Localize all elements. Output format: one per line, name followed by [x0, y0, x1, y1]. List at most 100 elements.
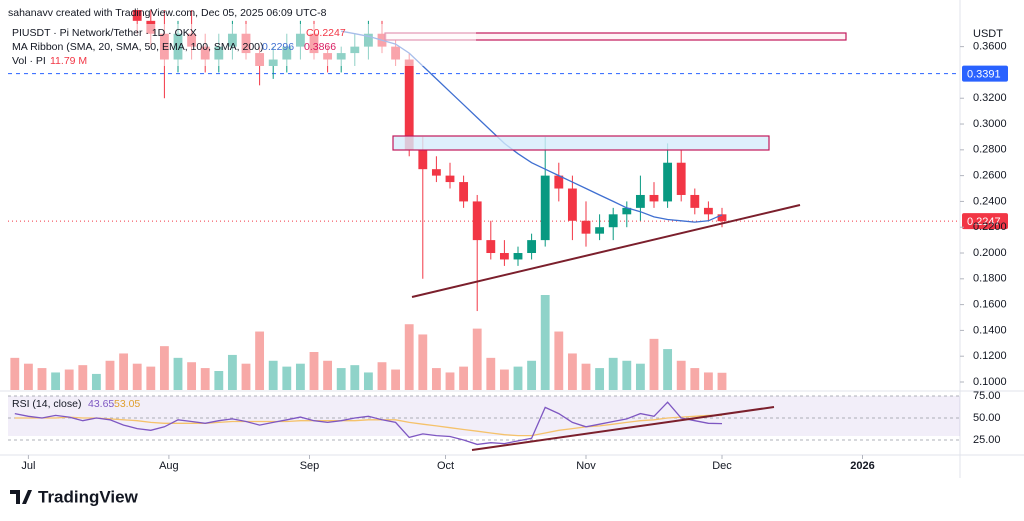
y-tick-label: 0.3200: [973, 92, 1007, 104]
volume-bar: [132, 363, 142, 390]
volume-bar: [214, 371, 224, 390]
x-tick-label: Aug: [159, 460, 179, 472]
x-tick-label: Sep: [300, 460, 320, 472]
candle-body: [635, 194, 645, 208]
volume-bar: [200, 368, 210, 390]
volume-bar: [527, 360, 537, 390]
volume-bar: [554, 331, 564, 390]
volume-legend: Vol · PI: [12, 55, 46, 67]
x-tick-label: Oct: [437, 460, 454, 472]
volume-bar: [717, 372, 727, 390]
y-tick-label: 75.00: [973, 390, 1001, 402]
volume-bar: [323, 360, 333, 390]
candle-body: [486, 240, 496, 254]
volume-bar: [23, 363, 33, 390]
volume-bar: [37, 368, 47, 390]
resistance-zone: [392, 135, 770, 151]
header: sahanavv created with TradingView.com, D…: [8, 7, 327, 19]
volume-bar: [227, 354, 237, 390]
volume-bar: [377, 362, 387, 390]
candle-body: [445, 175, 455, 183]
volume-bar: [404, 324, 414, 390]
volume-bar: [105, 360, 115, 390]
y-tick-label: 25.00: [973, 434, 1001, 446]
volume-bar: [499, 369, 509, 390]
price-label: 0.3391: [967, 68, 1001, 80]
rsi-ma-line: [14, 414, 723, 437]
trendline: [411, 204, 801, 298]
price-label-bg: [962, 213, 1008, 230]
volume-bar: [78, 365, 88, 390]
volume-bar: [282, 366, 292, 390]
y-tick-label: 0.2600: [973, 170, 1007, 182]
candle-body: [554, 175, 564, 189]
volume-bar: [595, 368, 605, 390]
volume-bar: [418, 334, 428, 390]
volume-bar: [622, 360, 632, 390]
y-tick-label: 0.3000: [973, 118, 1007, 130]
price-pane: [8, 10, 960, 390]
candle-body: [404, 59, 414, 150]
rsi-pane: [8, 395, 960, 446]
y-tick-label: 0.3600: [973, 41, 1007, 53]
volume-bar: [146, 366, 156, 390]
x-tick-label: Dec: [712, 460, 732, 472]
volume-bar: [241, 363, 251, 390]
candle-body: [717, 214, 727, 222]
volume-bar: [350, 365, 360, 390]
candle-body: [622, 207, 632, 215]
candle-body: [513, 253, 523, 260]
candle-body: [663, 162, 673, 202]
candle-body: [499, 253, 509, 260]
volume-bar: [472, 328, 482, 390]
candle-body: [472, 201, 482, 241]
volume-bar: [486, 357, 496, 390]
volume-bar: [445, 372, 455, 390]
y-tick-label: 0.2200: [973, 221, 1007, 233]
ma-value: 0.2296: [262, 41, 294, 53]
candle-body: [540, 175, 550, 241]
volume-value: 11.79 M: [50, 55, 87, 67]
volume-bar: [363, 372, 373, 390]
volume-bar: [513, 366, 523, 390]
candle-body: [690, 194, 700, 208]
volume-bar: [295, 363, 305, 390]
brand: TradingView: [38, 487, 139, 506]
price-label: 0.2247: [967, 216, 1001, 228]
axes: 0.3391 0.2247 0.1000 0.1200 0.1400 0.1600 0.18…: [21, 41, 1008, 472]
volume-bar: [119, 353, 129, 390]
x-tick-label: Jul: [21, 460, 35, 472]
volume-bar: [635, 363, 645, 390]
candle-body: [527, 240, 537, 254]
volume-bar: [309, 352, 319, 390]
logo: TradingView: [10, 487, 139, 506]
volume-bar: [51, 372, 61, 390]
volume-bar: [649, 338, 659, 390]
candle-body: [567, 188, 577, 221]
x-tick-label: Nov: [576, 460, 596, 472]
volume-bar: [567, 353, 577, 390]
candle-body: [649, 194, 659, 202]
rsi-value: 43.65: [88, 398, 114, 410]
close-label: C0.2247: [306, 27, 346, 39]
candle-body: [676, 162, 686, 195]
legend-backdrop: [6, 24, 476, 66]
volume-bar: [91, 373, 101, 390]
volume-bar: [255, 331, 265, 390]
ma-value: 0.3866: [304, 41, 336, 53]
volume-bar: [431, 368, 441, 390]
candle-body: [595, 227, 605, 234]
y-tick-label: 0.2000: [973, 247, 1007, 259]
volume-bar: [187, 362, 197, 390]
volume-bar: [703, 372, 713, 390]
y-tick-label: 0.2400: [973, 195, 1007, 207]
volume-bar: [690, 368, 700, 390]
rsi-legend: RSI (14, close): [12, 398, 81, 410]
y-tick-label: 0.1800: [973, 273, 1007, 285]
y-tick-label: 0.1400: [973, 324, 1007, 336]
volume-bar: [64, 369, 74, 390]
candle-body: [418, 149, 428, 170]
volume-bar: [663, 349, 673, 390]
